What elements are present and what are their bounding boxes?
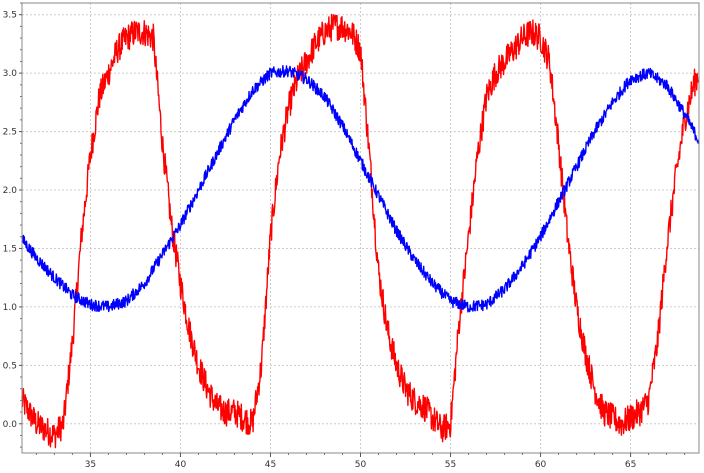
x-tick-label: 55 <box>445 460 456 470</box>
x-tick-label: 35 <box>85 460 96 470</box>
series-line-1 <box>21 64 700 313</box>
x-tick-label: 65 <box>625 460 636 470</box>
x-tick-label: 60 <box>535 460 547 470</box>
y-tick-label: 2.0 <box>3 186 18 196</box>
x-tick-label: 45 <box>265 460 276 470</box>
y-tick-label: 3.5 <box>3 11 17 21</box>
series-layer <box>21 13 700 449</box>
y-tick-label: 0.0 <box>3 420 18 430</box>
series-line-0 <box>21 13 700 449</box>
x-tick-label: 50 <box>355 460 367 470</box>
y-axis-ticks: 0.0 0.5 1.0 1.5 2.0 2.5 3.0 3.5 <box>3 2 22 448</box>
y-tick-label: 1.0 <box>3 303 18 313</box>
x-axis-ticks: 35 40 45 50 55 60 65 <box>35 453 686 470</box>
x-tick-label: 40 <box>175 460 187 470</box>
y-tick-label: 2.5 <box>3 128 17 138</box>
y-tick-label: 1.5 <box>3 244 17 254</box>
y-tick-label: 3.0 <box>3 69 18 79</box>
y-tick-label: 0.5 <box>3 361 17 371</box>
